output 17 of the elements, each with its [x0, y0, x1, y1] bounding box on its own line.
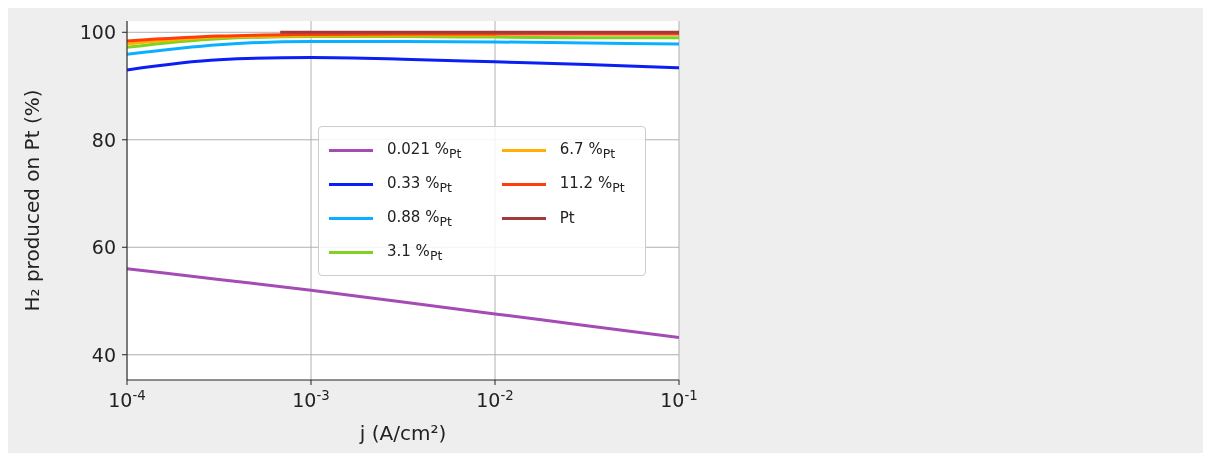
x-tick-label: 10$^{-1}$ — [660, 387, 698, 411]
y-tick-label: 40 — [91, 343, 116, 366]
legend-label: 0.021 %$_{Pt}$ — [387, 139, 462, 161]
legend-label: Pt — [559, 209, 575, 227]
y-tick-label: 60 — [91, 236, 116, 259]
y-tick-label: 100 — [79, 21, 116, 44]
legend-label: 3.1 %$_{Pt}$ — [387, 241, 443, 263]
legend-label: 11.2 %$_{Pt}$ — [559, 173, 625, 195]
x-tick-label: 10$^{-3}$ — [292, 387, 330, 411]
y-axis-title: H₂ produced on Pt (%) — [20, 89, 45, 312]
legend-label: 0.33 %$_{Pt}$ — [387, 173, 452, 195]
x-axis-title: j (A/cm²) — [358, 421, 447, 445]
x-tick-label: 10$^{-4}$ — [108, 387, 146, 411]
legend-label: 6.7 %$_{Pt}$ — [559, 139, 616, 161]
legend-label: 0.88 %$_{Pt}$ — [387, 207, 452, 229]
y-tick-label: 80 — [91, 128, 116, 151]
x-tick-label: 10$^{-2}$ — [476, 387, 514, 411]
